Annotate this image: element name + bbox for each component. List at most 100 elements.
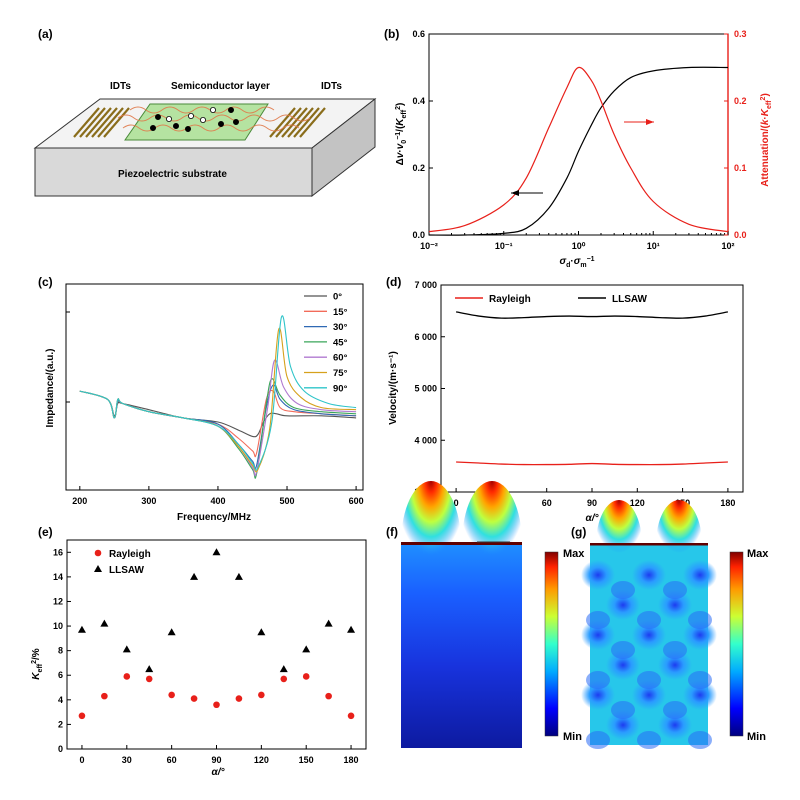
e-xtick-label: 180 — [344, 755, 359, 765]
e-point-llsaw — [257, 628, 266, 636]
field-blob — [658, 710, 692, 740]
d-ytick-label: 4 000 — [414, 435, 437, 445]
field-blob — [658, 590, 692, 620]
field-blob — [663, 701, 687, 719]
e-ytick-label: 2 — [58, 719, 63, 729]
e-point-llsaw — [77, 625, 86, 633]
d-ytick-label: 6 000 — [414, 332, 437, 342]
d-xtick-label: 180 — [720, 498, 735, 508]
colorbar-f — [544, 551, 559, 737]
d-ytick-label: 7 000 — [414, 280, 437, 290]
b-ytick-left-label: 0.2 — [412, 163, 425, 173]
e-ytick-label: 10 — [53, 621, 63, 631]
d-xtick-label: 90 — [587, 498, 597, 508]
c-xtick-label: 300 — [141, 496, 156, 506]
c-legend-label: 0° — [333, 292, 342, 303]
c-legend-label: 90° — [333, 383, 348, 394]
e-xtick-label: 30 — [122, 755, 132, 765]
panel-e-label: (e) — [38, 525, 53, 539]
field-blob — [658, 650, 692, 680]
idts-left-label: IDTs — [110, 81, 131, 92]
e-ytick-label: 14 — [53, 572, 63, 582]
panel-f: (f) Max Min — [386, 481, 585, 748]
e-legend-label: Rayleigh — [109, 549, 151, 560]
b-xtick-label: 10² — [721, 241, 734, 251]
e-point-rayleigh — [325, 692, 332, 700]
colorbar-g-max: Max — [747, 548, 769, 560]
idts-right-label: IDTs — [321, 81, 342, 92]
e-point-rayleigh — [145, 675, 153, 683]
e-ytick-label: 4 — [58, 695, 63, 705]
panel-b-label: (b) — [384, 27, 399, 41]
c-legend-label: 45° — [333, 337, 348, 348]
colorbar-g-min: Min — [747, 731, 766, 743]
field-blob — [632, 620, 666, 650]
b-ytick-right-label: 0.1 — [734, 163, 747, 173]
c-legend-label: 75° — [333, 368, 348, 379]
c-legend-label: 15° — [333, 307, 348, 318]
plot-frame-b — [428, 33, 729, 236]
plot-frame-c — [65, 283, 364, 491]
b-series-line-1 — [428, 66, 729, 233]
e-point-llsaw — [234, 572, 243, 580]
field-blob — [632, 560, 666, 590]
semiconductor-layer — [124, 103, 269, 141]
b-ytick-right-label: 0.3 — [734, 29, 747, 39]
e-point-rayleigh — [213, 701, 220, 709]
panel-g: (g) Max Min — [571, 500, 769, 749]
e-legend-marker — [94, 565, 102, 572]
e-ytick-label: 8 — [58, 646, 63, 656]
b-xlabel: σd·σm−1 — [559, 256, 594, 269]
panel-a-label: (a) — [38, 27, 53, 41]
e-point-rayleigh — [190, 695, 198, 702]
c-series-line-3 — [79, 378, 357, 479]
e-point-rayleigh — [168, 691, 175, 699]
b-ytick-right-label: 0.2 — [734, 96, 747, 106]
field-blob — [683, 680, 717, 710]
field-blob — [606, 710, 640, 740]
field-blob — [606, 590, 640, 620]
panel-b: (b) 10⁻² 10⁻¹ 10⁰ 10¹ 10²0.00.20.40.60.00.10… — [384, 27, 773, 269]
c-xtick-label: 500 — [280, 496, 295, 506]
d-series-line-0 — [456, 461, 728, 466]
field-blob — [611, 701, 635, 719]
field-blob — [611, 641, 635, 659]
c-xlabel: Frequency/MHz — [177, 512, 251, 523]
b-series-line-0 — [428, 66, 729, 236]
e-xtick-label: 60 — [167, 755, 177, 765]
e-point-rayleigh — [347, 712, 355, 720]
panel-c-label: (c) — [38, 275, 53, 289]
field-blob — [606, 650, 640, 680]
b-xtick-label: 10¹ — [647, 241, 660, 251]
panel-d-label: (d) — [386, 275, 401, 289]
panel-c: (c) 200 300 400 500 600 0° 15° 30° 45° 60° 75° 90°… — [38, 275, 364, 523]
e-xtick-label: 90 — [211, 755, 221, 765]
idt-right — [269, 107, 326, 138]
e-point-rayleigh — [280, 675, 288, 683]
field-blob — [688, 611, 712, 629]
b-ylabel-right: Attenuation/(k·Keff2) — [760, 93, 773, 187]
field-blob — [637, 731, 661, 749]
e-point-rayleigh — [78, 712, 86, 720]
e-xlabel: α/° — [212, 767, 226, 778]
e-point-llsaw — [100, 619, 109, 627]
d-xtick-label: 60 — [542, 498, 552, 508]
e-point-llsaw — [279, 665, 288, 673]
field-blob — [683, 620, 717, 650]
e-point-llsaw — [145, 665, 154, 673]
e-ylabel: Keff2/% — [31, 648, 44, 679]
b-ytick-left-label: 0.4 — [412, 96, 425, 106]
e-point-llsaw — [324, 619, 333, 627]
panel-e: (e) 0 30 60 90 120 150 180 0 2 4 6 8 10 12 14 16 Raylei… — [31, 525, 367, 778]
e-point-rayleigh — [302, 673, 310, 680]
colorbar-f-max: Max — [563, 548, 585, 560]
c-series-line-6 — [79, 315, 357, 471]
field-blob — [637, 671, 661, 689]
arrow-black — [511, 190, 543, 196]
field-blob — [586, 611, 610, 629]
semiconductor-label: Semiconductor layer — [171, 81, 270, 92]
b-ytick-right-label: 0.0 — [734, 230, 747, 240]
b-xtick-label: 10⁰ — [572, 241, 586, 251]
